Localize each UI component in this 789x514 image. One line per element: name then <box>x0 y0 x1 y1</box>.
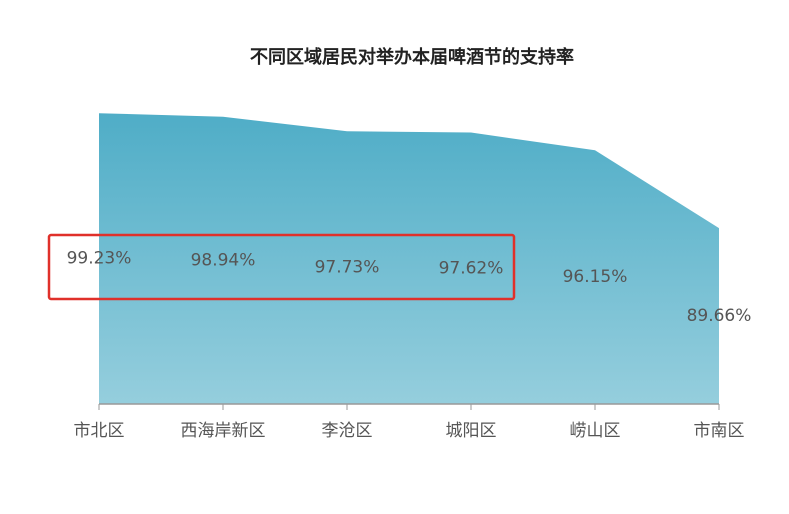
data-label: 99.23% <box>67 249 132 269</box>
highlight-box <box>47 233 516 301</box>
x-tick-label: 李沧区 <box>322 421 373 441</box>
chart-title: 不同区域居民对举办本届啤酒节的支持率 <box>250 46 574 68</box>
data-label: 97.73% <box>315 258 380 278</box>
x-tick-label: 崂山区 <box>570 421 621 441</box>
data-label: 98.94% <box>191 250 256 270</box>
data-label: 96.15% <box>563 267 628 287</box>
x-tick-label: 市南区 <box>694 421 745 441</box>
x-tick-label: 西海岸新区 <box>181 421 266 441</box>
x-tick-label: 城阳区 <box>446 421 497 441</box>
data-label: 89.66% <box>687 306 752 326</box>
data-label: 97.62% <box>439 258 504 278</box>
x-tick-label: 市北区 <box>74 421 125 441</box>
area <box>99 113 719 405</box>
